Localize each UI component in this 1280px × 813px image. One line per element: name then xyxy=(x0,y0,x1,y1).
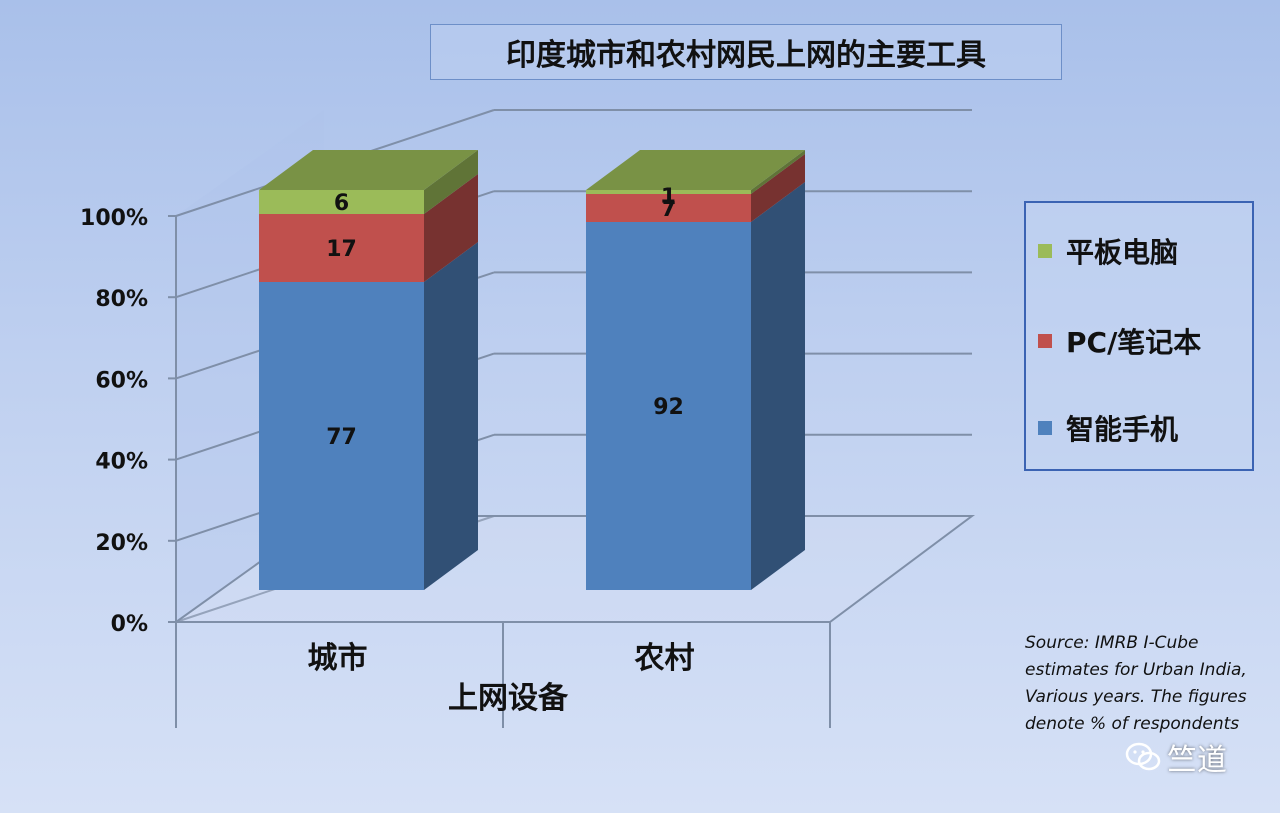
y-tick-label: 20% xyxy=(95,531,148,556)
bar-front xyxy=(586,194,751,222)
bar-side xyxy=(751,150,805,194)
bar-front xyxy=(586,190,751,194)
legend-item-pc: PC/笔记本 xyxy=(1038,321,1201,361)
y-tick-label: 100% xyxy=(80,206,148,231)
bar-segment: 6 xyxy=(259,150,478,216)
data-label: 6 xyxy=(334,191,349,216)
bar-front xyxy=(259,214,424,282)
bar-top xyxy=(259,150,478,190)
wechat-icon xyxy=(1125,742,1161,771)
legend-label-smartphone: 智能手机 xyxy=(1066,413,1179,446)
legend-item-smartphone: 智能手机 xyxy=(1038,408,1178,448)
bar-front xyxy=(259,282,424,590)
x-category-label: 农村 xyxy=(634,641,695,676)
bar-segment: 92 xyxy=(586,182,805,590)
watermark-text: 竺道 xyxy=(1167,743,1227,778)
bar-top xyxy=(586,150,805,190)
source-note: Source: IMRB I-Cube estimates for Urban … xyxy=(1025,633,1247,734)
legend-swatch-tablet xyxy=(1038,244,1052,258)
x-axis-title: 上网设备 xyxy=(448,681,569,716)
legend-swatch-pc xyxy=(1038,334,1052,348)
legend-item-tablet: 平板电脑 xyxy=(1038,231,1178,271)
chart-legend: 平板电脑 PC/笔记本 智能手机 xyxy=(1024,201,1254,471)
y-tick-label: 80% xyxy=(95,287,148,312)
bar-front xyxy=(259,190,424,214)
bar-segment: 77 xyxy=(259,242,478,590)
bar-side xyxy=(751,154,805,222)
bar-side xyxy=(751,182,805,590)
data-label: 77 xyxy=(326,425,357,450)
y-tick-label: 40% xyxy=(95,450,148,475)
y-tick-label: 0% xyxy=(111,612,148,637)
bar-segment: 17 xyxy=(259,174,478,282)
y-tick-label: 60% xyxy=(95,368,148,393)
bar-side xyxy=(424,242,478,590)
bar-segment: 1 xyxy=(586,150,805,210)
watermark: 竺道 xyxy=(1125,735,1227,779)
data-label: 1 xyxy=(661,185,676,210)
legend-label-tablet: 平板电脑 xyxy=(1066,236,1179,269)
legend-swatch-smartphone xyxy=(1038,421,1052,435)
data-label: 7 xyxy=(661,197,676,222)
legend-label-pc: PC/笔记本 xyxy=(1066,326,1202,359)
bar-segment: 7 xyxy=(586,154,805,222)
bar-side xyxy=(424,150,478,214)
data-label: 92 xyxy=(653,395,684,420)
data-label: 17 xyxy=(326,237,357,262)
x-category-label: 城市 xyxy=(308,641,368,676)
bar-side xyxy=(424,174,478,282)
chart-title: 印度城市和农村网民上网的主要工具 xyxy=(430,24,1062,80)
bar-front xyxy=(586,222,751,590)
